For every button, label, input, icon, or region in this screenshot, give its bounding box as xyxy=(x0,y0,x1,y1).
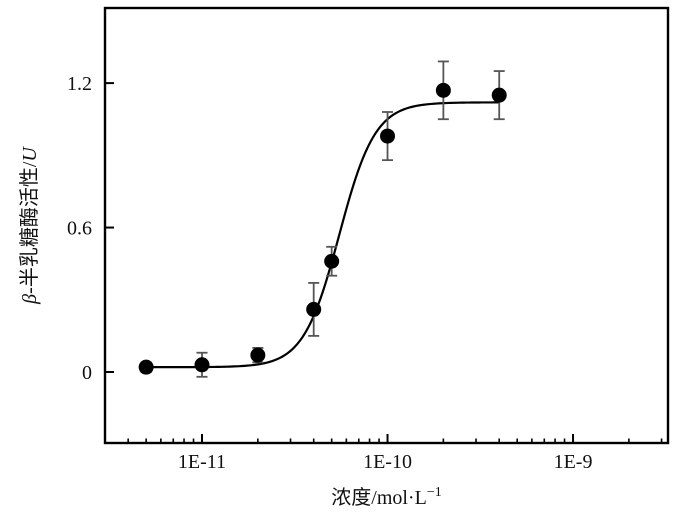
data-point xyxy=(138,359,154,375)
fit-curve xyxy=(146,101,500,369)
x-tick-label: 1E-9 xyxy=(554,451,593,473)
data-point xyxy=(194,357,210,373)
data-point xyxy=(324,253,340,269)
x-axis-label: 浓度/mol·L−1 xyxy=(331,485,441,509)
y-axis-label: β-半乳糖酶活性/U xyxy=(18,146,41,305)
data-point xyxy=(306,301,322,317)
y-tick-label: 0.6 xyxy=(67,218,92,240)
plot-frame xyxy=(103,6,670,445)
data-point xyxy=(380,128,396,144)
y-tick-label: 1.2 xyxy=(67,73,92,95)
data-point xyxy=(435,82,451,98)
data-point xyxy=(250,347,266,363)
y-tick-label: 0 xyxy=(82,362,92,384)
x-tick-label: 1E-11 xyxy=(178,451,226,473)
x-tick-label: 1E-10 xyxy=(363,451,412,473)
data-point xyxy=(491,87,507,103)
